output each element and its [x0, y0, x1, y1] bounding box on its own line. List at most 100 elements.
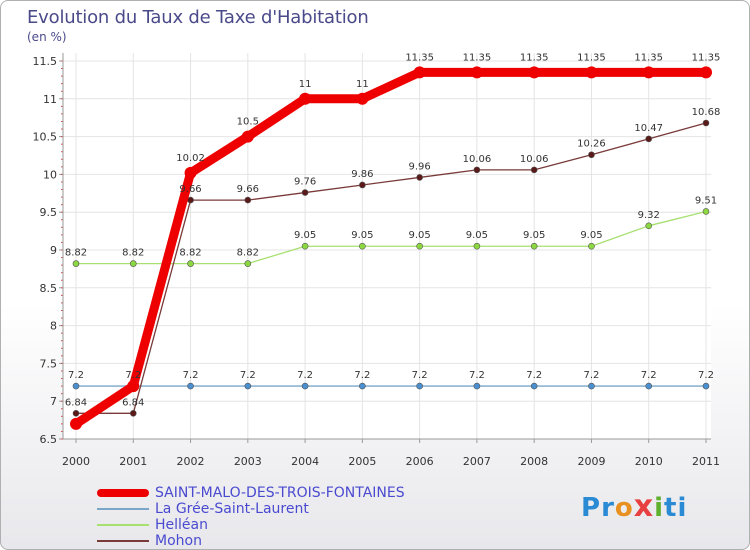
y-tick-label: 8.5	[40, 282, 58, 295]
data-point-hellean	[244, 260, 252, 267]
legend-label-saint-malo: SAINT-MALO-DES-TROIS-FONTAINES	[155, 485, 405, 501]
data-point-saint-malo	[470, 66, 483, 79]
logo-letter: r	[601, 493, 615, 523]
data-point-la-gree-saint-laurent	[588, 382, 595, 390]
data-point-la-gree-saint-laurent	[702, 382, 710, 390]
logo-letter: x	[633, 489, 655, 524]
data-label-la-gree-saint-laurent: 7.2	[183, 370, 199, 381]
data-label-la-gree-saint-laurent: 7.2	[297, 370, 313, 381]
data-label-la-gree-saint-laurent: 7.2	[469, 370, 485, 381]
x-tick-label: 2011	[692, 455, 720, 468]
data-point-saint-malo	[642, 66, 655, 79]
data-label-la-gree-saint-laurent: 7.2	[354, 370, 370, 381]
y-axis-unit-label: (en %)	[27, 30, 67, 44]
data-point-mohon	[702, 119, 710, 127]
logo-letter: o	[614, 493, 634, 523]
data-point-hellean	[301, 242, 309, 250]
logo-letter: t	[664, 493, 678, 523]
x-tick-label: 2000	[62, 455, 90, 468]
series-line-saint-malo	[71, 67, 711, 429]
data-point-hellean	[530, 242, 538, 250]
data-point-la-gree-saint-laurent	[187, 382, 194, 390]
line-chart: 6.5 7 7.5 8 8.5 9 9.5 10 10.5 11 11.5 2000 2001 2002 2…	[33, 52, 721, 468]
data-label-hellean: 9.05	[466, 230, 488, 241]
data-point-la-gree-saint-laurent	[645, 382, 653, 390]
data-label-mohon: 9.66	[179, 184, 201, 195]
proxiti-logo: Proxiti	[581, 489, 687, 524]
data-label-mohon: 10.06	[520, 154, 549, 165]
data-point-saint-malo	[585, 66, 598, 79]
data-point-hellean	[588, 242, 595, 250]
y-tick-label: 6.5	[40, 433, 58, 446]
data-label-mohon: 6.84	[122, 397, 144, 408]
data-label-hellean: 8.82	[122, 248, 144, 259]
data-label-mohon: 10.47	[634, 123, 663, 134]
data-label-hellean: 9.05	[523, 230, 545, 241]
data-label-mohon: 9.86	[351, 169, 373, 180]
data-label-saint-malo: 11.35	[463, 52, 492, 63]
data-point-saint-malo	[700, 66, 712, 79]
data-label-la-gree-saint-laurent: 7.2	[526, 370, 542, 381]
y-tick-label: 7	[50, 395, 57, 408]
data-point-saint-malo	[127, 380, 140, 393]
data-label-hellean: 9.05	[294, 230, 316, 241]
data-point-saint-malo	[528, 66, 541, 79]
data-point-saint-malo	[413, 66, 426, 79]
x-tick-label: 2001	[119, 455, 147, 468]
data-point-mohon	[301, 189, 309, 196]
data-point-mohon	[473, 166, 481, 174]
data-label-hellean: 8.82	[179, 248, 201, 259]
data-point-mohon	[359, 181, 366, 189]
data-point-saint-malo	[241, 130, 254, 143]
data-label-saint-malo: 11	[356, 79, 369, 90]
data-label-la-gree-saint-laurent: 7.2	[68, 370, 84, 381]
data-label-hellean: 8.82	[237, 248, 259, 259]
data-label-saint-malo: 11.35	[520, 52, 549, 63]
y-tick-label: 9	[50, 244, 57, 257]
x-tick-label: 2002	[177, 455, 205, 468]
data-point-la-gree-saint-laurent	[72, 382, 80, 390]
data-point-saint-malo	[356, 92, 369, 105]
data-label-mohon: 10.26	[577, 139, 606, 150]
data-label-saint-malo: 11.35	[405, 52, 434, 63]
y-tick-label: 11	[43, 93, 57, 106]
legend-item-la-gree-saint-laurent: La Grée-Saint-Laurent	[97, 501, 477, 517]
data-point-saint-malo	[299, 92, 312, 105]
y-tick-label: 11.5	[33, 55, 58, 68]
data-label-hellean: 8.82	[65, 248, 87, 259]
data-label-la-gree-saint-laurent: 7.2	[125, 370, 141, 381]
data-point-la-gree-saint-laurent	[530, 382, 538, 390]
x-tick-label: 2005	[348, 455, 376, 468]
legend-swatch-la-gree-saint-laurent	[97, 508, 149, 510]
x-tick-label: 2003	[234, 455, 262, 468]
y-tick-label: 7.5	[40, 357, 58, 370]
data-point-mohon	[530, 166, 538, 174]
data-point-saint-malo	[184, 166, 197, 179]
y-tick-label: 8	[50, 320, 57, 333]
data-label-hellean: 9.05	[409, 230, 431, 241]
data-point-hellean	[187, 260, 194, 267]
data-label-mohon: 9.66	[237, 184, 259, 195]
data-label-hellean: 9.32	[638, 210, 660, 221]
x-tick-label: 2009	[577, 455, 605, 468]
data-label-la-gree-saint-laurent: 7.2	[641, 370, 657, 381]
logo-letter: i	[654, 493, 665, 523]
data-label-la-gree-saint-laurent: 7.2	[412, 370, 428, 381]
data-point-mohon	[416, 174, 423, 181]
data-label-saint-malo: 11	[299, 79, 312, 90]
data-point-mohon	[645, 135, 653, 143]
data-label-hellean: 9.05	[580, 230, 602, 241]
logo-letter: i	[677, 493, 688, 523]
data-point-la-gree-saint-laurent	[301, 382, 309, 390]
data-point-la-gree-saint-laurent	[416, 382, 423, 390]
legend-swatch-hellean	[97, 524, 149, 526]
y-tick-label: 10	[43, 168, 57, 181]
data-label-mohon: 10.06	[463, 154, 492, 165]
y-tick-label: 10.5	[33, 131, 58, 144]
x-tick-label: 2008	[520, 455, 548, 468]
x-tick-label: 2004	[291, 455, 319, 468]
data-point-mohon	[129, 409, 137, 417]
data-point-hellean	[473, 242, 481, 250]
legend-label-la-gree-saint-laurent: La Grée-Saint-Laurent	[155, 501, 309, 517]
legend-swatch-saint-malo	[97, 489, 149, 497]
